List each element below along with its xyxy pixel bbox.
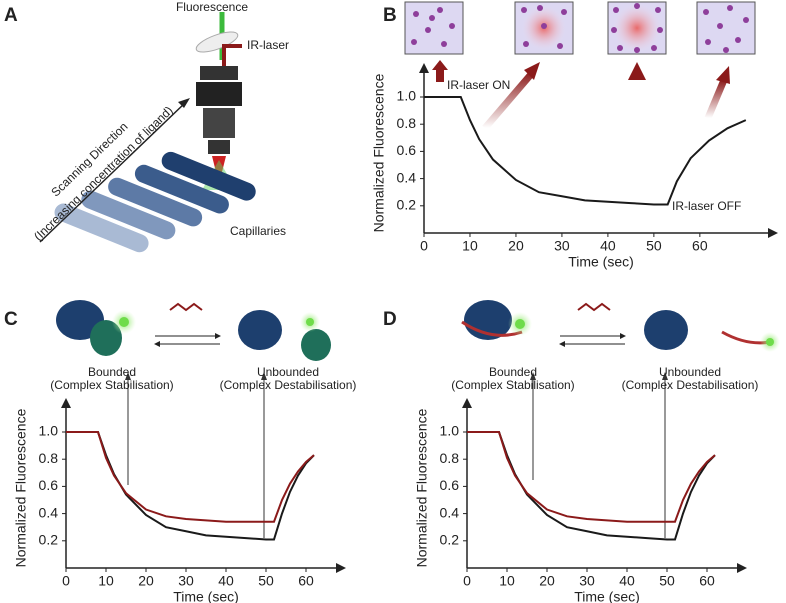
x-tick-label: 0: [463, 573, 471, 589]
illustration: [404, 1, 756, 190]
x-tick-label: 10: [499, 573, 515, 589]
y-tick-label: 0.4: [397, 169, 417, 185]
x-axis-label: Time (sec): [568, 254, 634, 270]
x-tick-label: 0: [62, 573, 70, 589]
x-tick-label: 30: [178, 573, 194, 589]
label: Unbounded: [659, 365, 721, 379]
axis-arrow: [419, 63, 429, 73]
capillaries: [39, 98, 256, 253]
x-tick-label: 40: [619, 573, 635, 589]
y-tick-label: 0.8: [397, 115, 417, 131]
y-tick-label: 0.6: [440, 477, 460, 493]
y-tick-label: 0.8: [39, 450, 59, 466]
annotation: IR-laser OFF: [672, 199, 741, 213]
x-tick-label: 20: [539, 573, 555, 589]
x-tick-label: 10: [98, 573, 114, 589]
x-axis-label: Time (sec): [574, 589, 640, 603]
y-tick-label: 0.2: [39, 532, 59, 548]
x-tick-label: 60: [692, 238, 708, 254]
label: (Complex Destabilisation): [220, 378, 357, 392]
y-axis-label: Normalized Fluorescence: [414, 408, 430, 567]
x-tick-label: 30: [554, 238, 570, 254]
label: Unbounded: [257, 365, 319, 379]
x-tick-label: 30: [579, 573, 595, 589]
y-tick-label: 0.8: [440, 450, 460, 466]
x-tick-label: 60: [699, 573, 715, 589]
y-tick-label: 1.0: [397, 88, 417, 104]
label: IR-laser: [247, 38, 289, 52]
instrument: [195, 12, 242, 190]
panel-label: A: [4, 5, 18, 26]
y-tick-label: 0.4: [39, 504, 59, 520]
y-axis-label: Normalized Fluorescence: [13, 408, 29, 567]
label: (Complex Destabilisation): [622, 378, 759, 392]
label: Capillaries: [230, 224, 286, 238]
annotation: IR-laser ON: [447, 78, 510, 92]
x-tick-label: 20: [508, 238, 524, 254]
x-tick-label: 10: [462, 238, 478, 254]
label: Fluorescence: [176, 0, 248, 14]
line: [467, 431, 716, 523]
line: [66, 431, 315, 523]
y-tick-label: 0.2: [440, 532, 460, 548]
x-tick-label: 20: [138, 573, 154, 589]
panel-label: B: [383, 5, 397, 26]
y-tick-label: 1.0: [39, 423, 59, 439]
x-tick-label: 50: [258, 573, 274, 589]
axis-arrow: [462, 398, 472, 408]
y-tick-label: 0.6: [39, 477, 59, 493]
panel-label: D: [383, 309, 397, 330]
y-tick-label: 0.2: [397, 197, 417, 213]
y-tick-label: 0.6: [397, 142, 417, 158]
x-tick-label: 50: [646, 238, 662, 254]
y-tick-label: 0.4: [440, 504, 460, 520]
y-tick-label: 1.0: [440, 423, 460, 439]
label: (Complex Stabilisation): [50, 378, 173, 392]
x-tick-label: 50: [659, 573, 675, 589]
axis-arrow: [768, 228, 778, 238]
axis-arrow: [336, 563, 346, 573]
x-axis-label: Time (sec): [173, 589, 239, 603]
axis-arrow: [737, 563, 747, 573]
illustration: [56, 300, 780, 538]
y-axis-label: Normalized Fluorescence: [371, 73, 387, 232]
x-tick-label: 60: [298, 573, 314, 589]
axis-arrow: [61, 398, 71, 408]
panel-label: C: [4, 309, 18, 330]
label: Bounded: [489, 365, 537, 379]
x-tick-label: 0: [420, 238, 428, 254]
label: (Complex Stabilisation): [451, 378, 574, 392]
line: [424, 96, 747, 206]
x-tick-label: 40: [218, 573, 234, 589]
label: Bounded: [88, 365, 136, 379]
x-tick-label: 40: [600, 238, 616, 254]
